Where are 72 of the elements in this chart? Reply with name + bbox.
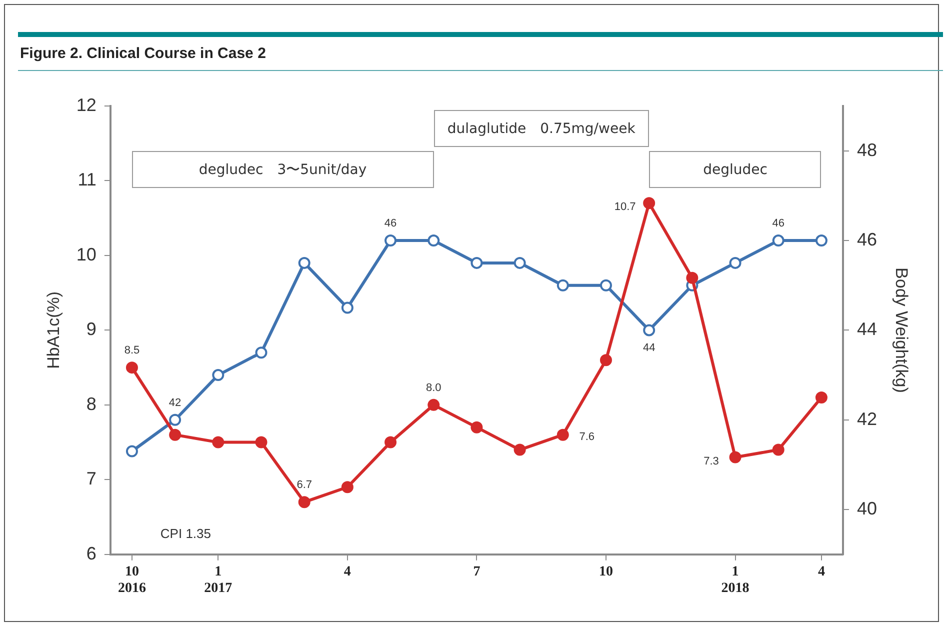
point — [643, 197, 656, 210]
point — [470, 256, 483, 269]
y2-tick-label: 42 — [857, 408, 878, 429]
point — [556, 428, 569, 441]
point — [643, 324, 656, 336]
y-tick-label: 6 — [86, 543, 96, 564]
treatment-box: dulaglutide 0.75mg/week — [434, 110, 650, 147]
point — [169, 414, 182, 426]
point — [298, 496, 310, 508]
data-label: 46 — [384, 218, 397, 230]
y2-axis-title: Body Weight(kg) — [892, 268, 912, 393]
x-tick-label: 10 2016 — [118, 564, 146, 596]
point — [600, 354, 612, 366]
treatment-box: degludec 3〜5unit/day — [132, 151, 434, 188]
data-label: 46 — [772, 218, 784, 230]
x-tick-label: 10 — [598, 564, 613, 580]
point — [298, 256, 310, 269]
x-tick-label: 4 — [818, 564, 825, 580]
y-tick-label: 10 — [76, 244, 96, 264]
y2-tick-label: 48 — [857, 140, 878, 160]
point — [169, 428, 182, 441]
annotation: degludec — [703, 162, 768, 178]
data-label: 8.0 — [426, 382, 442, 394]
treatment-box: degludec — [649, 151, 822, 188]
point — [514, 256, 526, 269]
annotation: CPI 1.35 — [160, 526, 212, 541]
point — [384, 234, 397, 247]
point — [212, 369, 224, 382]
point — [556, 279, 569, 292]
point — [428, 234, 440, 247]
point — [470, 421, 483, 434]
x-tick-label: 4 — [344, 564, 351, 580]
y2-tick-label: 40 — [857, 498, 878, 519]
point — [729, 451, 742, 464]
data-label: 6.7 — [296, 479, 312, 492]
point — [341, 481, 354, 494]
y-axis-title: HbA1c(%) — [44, 291, 63, 369]
point — [212, 436, 224, 448]
y-tick-label: 11 — [78, 170, 96, 190]
point — [126, 445, 138, 458]
point — [255, 436, 268, 448]
point — [255, 346, 268, 359]
point — [772, 234, 784, 247]
y-tick-label: 9 — [86, 319, 96, 340]
data-label: 44 — [642, 342, 656, 354]
point — [126, 362, 138, 374]
point — [428, 398, 440, 411]
point — [729, 256, 742, 269]
point — [815, 391, 828, 404]
data-label: 10.7 — [614, 201, 636, 214]
annotation: degludec 3〜5unit/day — [198, 160, 367, 178]
point — [341, 302, 354, 314]
point — [600, 279, 612, 292]
x-tick-label: 1 2017 — [204, 564, 232, 596]
y-tick-label: 7 — [86, 468, 96, 489]
point — [514, 444, 526, 456]
y2-tick-label: 44 — [857, 319, 878, 340]
chart-title: Figure 2. Clinical Course in Case 2 — [20, 45, 266, 62]
y-tick-label: 12 — [76, 94, 96, 115]
point — [384, 436, 397, 448]
annotation: dulaglutide 0.75mg/week — [447, 120, 636, 138]
point — [772, 444, 784, 456]
x-tick-label: 1 2018 — [721, 564, 750, 596]
data-label: 7.6 — [579, 430, 595, 443]
y-tick-label: 8 — [86, 394, 96, 414]
point — [686, 272, 698, 284]
data-label: 8.5 — [124, 344, 140, 357]
point — [815, 234, 828, 247]
data-label: 7.3 — [704, 455, 719, 468]
data-label: 42 — [168, 396, 182, 409]
x-tick-label: 7 — [473, 564, 480, 580]
y2-tick-label: 46 — [857, 229, 878, 250]
